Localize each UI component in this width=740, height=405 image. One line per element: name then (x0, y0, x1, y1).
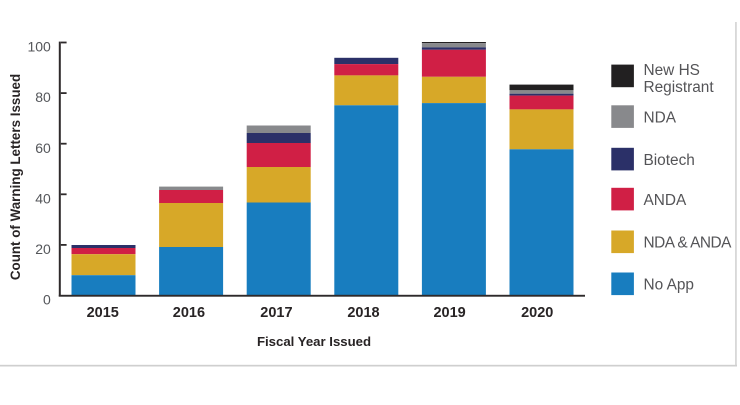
svg-text:80: 80 (35, 89, 51, 105)
svg-text:Fiscal Year Issued: Fiscal Year Issued (257, 334, 371, 349)
svg-text:ANDA: ANDA (644, 192, 687, 209)
svg-text:2018: 2018 (347, 305, 379, 321)
svg-text:0: 0 (43, 292, 51, 308)
svg-text:2016: 2016 (173, 305, 205, 321)
svg-text:2020: 2020 (521, 305, 553, 321)
svg-text:Registrant: Registrant (644, 79, 715, 96)
svg-text:2017: 2017 (260, 305, 292, 321)
svg-text:60: 60 (35, 140, 51, 156)
svg-text:2019: 2019 (433, 305, 465, 321)
svg-text:NDA & ANDA: NDA & ANDA (644, 235, 733, 252)
svg-text:No App: No App (644, 277, 695, 294)
svg-text:40: 40 (35, 190, 51, 206)
svg-text:NDA: NDA (644, 109, 677, 126)
svg-text:Count of Warning Letters Issue: Count of Warning Letters Issued (8, 74, 23, 280)
svg-text:Biotech: Biotech (644, 152, 695, 169)
svg-text:2015: 2015 (87, 305, 119, 321)
svg-text:New HS: New HS (644, 62, 700, 79)
svg-text:100: 100 (27, 39, 51, 55)
svg-text:20: 20 (35, 241, 51, 257)
